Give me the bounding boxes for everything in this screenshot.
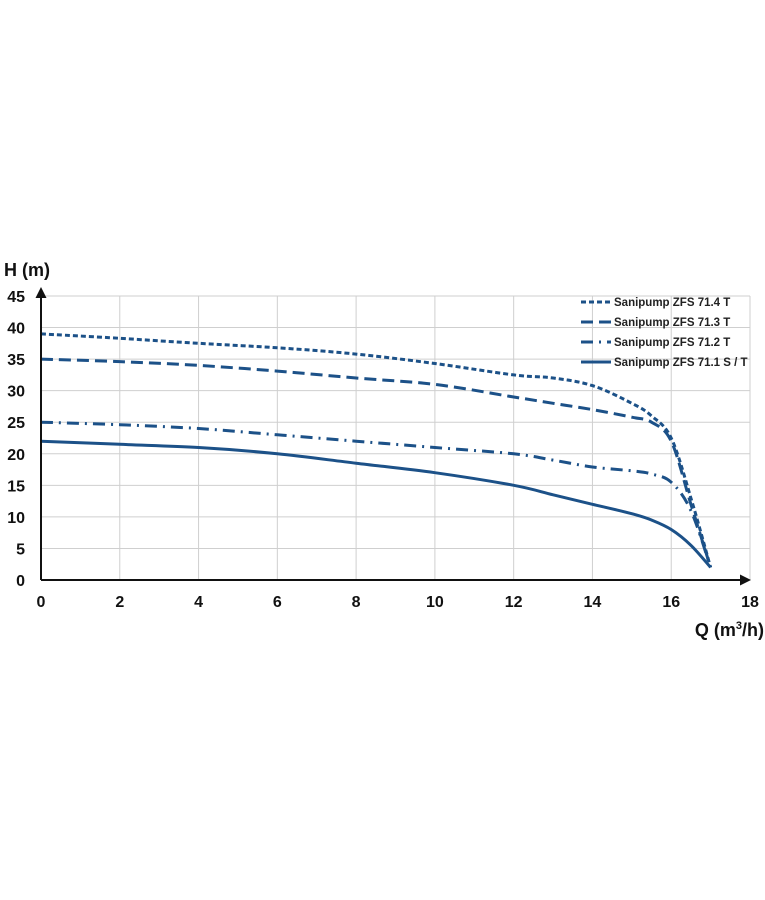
y-tick-label: 10 [7,510,25,527]
x-tick-label: 18 [741,594,759,611]
y-axis-arrow [35,287,47,298]
y-tick-labels: 0 5 10 15 20 25 30 35 40 45 [7,289,25,590]
chart-axes [35,287,751,586]
legend-label: Sanipump ZFS 71.2 T [614,337,730,349]
series-line [40,439,712,569]
x-tick-label: 16 [662,594,680,611]
x-axis-title-tail: /h) [742,620,764,640]
y-tick-label: 45 [7,289,25,306]
x-tick-label: 12 [505,594,523,611]
x-axis-arrow [740,574,751,586]
legend-label: Sanipump ZFS 71.1 S / T [614,357,748,369]
y-axis-title: H (m) [4,260,50,280]
series-line [40,332,713,568]
y-tick-label: 35 [7,352,25,369]
y-tick-label: 5 [16,541,25,558]
x-tick-label: 8 [352,594,361,611]
x-axis-title-main: Q (m [695,620,736,640]
x-tick-label: 0 [37,594,46,611]
y-tick-label: 15 [7,478,25,495]
y-tick-label: 20 [7,447,25,464]
chart-legend: Sanipump ZFS 71.4 T Sanipump ZFS 71.3 T Sa… [581,297,748,369]
legend-label: Sanipump ZFS 71.4 T [614,297,730,309]
chart-grid [41,295,751,580]
x-tick-label: 4 [194,594,203,611]
legend-label: Sanipump ZFS 71.3 T [614,317,730,329]
y-tick-label: 25 [7,415,25,432]
x-axis-title-sup: 3 [736,620,742,632]
y-tick-label: 40 [7,321,25,338]
y-tick-label: 30 [7,384,25,401]
y-tick-label: 0 [16,573,25,590]
chart-series [40,332,713,569]
x-tick-label: 6 [273,594,282,611]
x-tick-labels: 0 2 4 6 8 10 12 14 16 18 [37,594,759,611]
x-tick-label: 10 [426,594,444,611]
x-tick-label: 2 [115,594,124,611]
x-tick-label: 14 [584,594,602,611]
series-line [40,357,713,568]
x-axis-title: Q (m3/h) [695,620,764,640]
series-line [40,420,713,568]
